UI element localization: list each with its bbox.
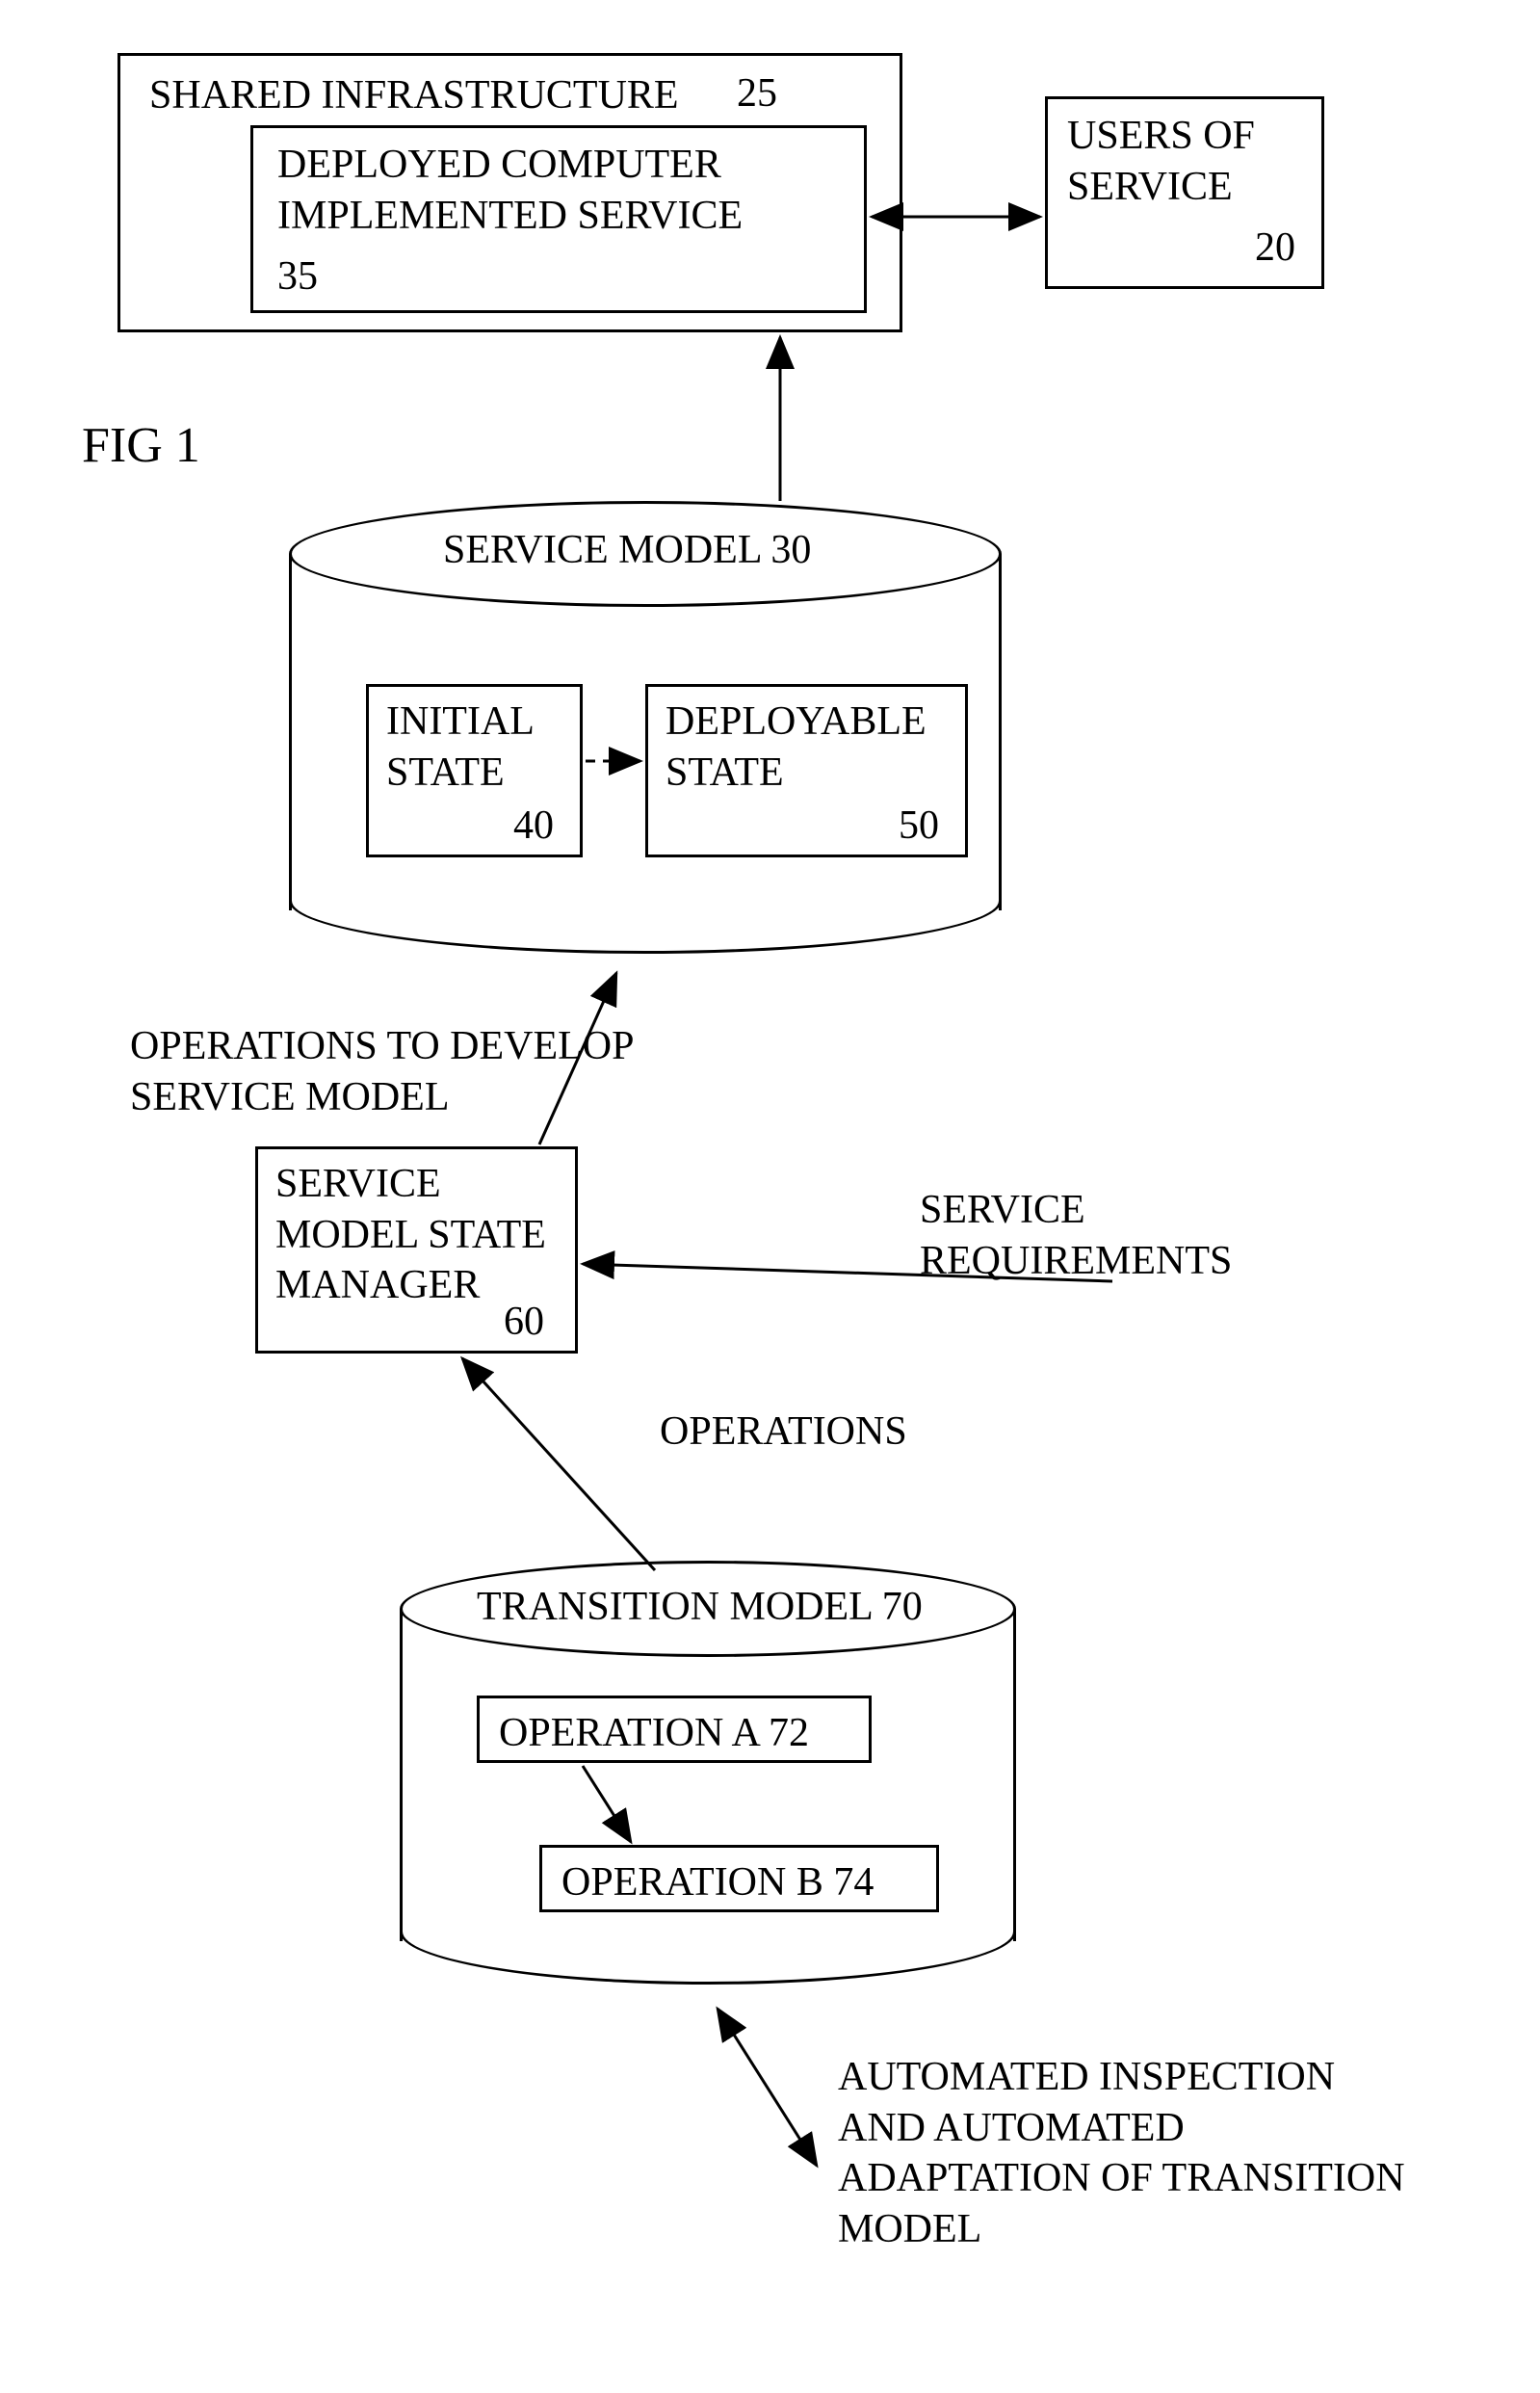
initial-state-label: INITIAL STATE: [386, 697, 569, 798]
operation-a-box: OPERATION A 72: [477, 1696, 872, 1763]
transition-model-cylinder: TRANSITION MODEL 70: [400, 1561, 1016, 1985]
transition-model-label: TRANSITION MODEL 70: [477, 1582, 923, 1633]
cylinder-bottom: [400, 1932, 1016, 1985]
service-reqs-annotation: SERVICE REQUIREMENTS: [920, 1185, 1324, 1286]
service-model-manager-box: SERVICE MODEL STATE MANAGER 60: [255, 1146, 578, 1354]
ops-develop-annotation: OPERATIONS TO DEVELOP SERVICE MODEL: [130, 1021, 708, 1122]
operations-annotation: OPERATIONS: [660, 1407, 907, 1458]
deployable-state-box: DEPLOYABLE STATE 50: [645, 684, 968, 857]
service-model-label: SERVICE MODEL 30: [443, 525, 811, 576]
initial-state-box: INITIAL STATE 40: [366, 684, 583, 857]
deployed-service-ref: 35: [277, 253, 318, 300]
shared-infrastructure-ref: 25: [737, 70, 777, 117]
deployed-service-box: DEPLOYED COMPUTER IMPLEMENTED SERVICE 35: [250, 125, 867, 313]
service-model-manager-label: SERVICE MODEL STATE MANAGER: [275, 1159, 564, 1311]
deployable-state-ref: 50: [899, 802, 939, 849]
deployable-state-label: DEPLOYABLE STATE: [666, 697, 954, 798]
auto-inspect-annotation: AUTOMATED INSPECTION AND AUTOMATED ADAPT…: [838, 2052, 1406, 2254]
figure-label: FIG 1: [82, 414, 200, 477]
service-model-manager-ref: 60: [504, 1299, 544, 1345]
users-box: USERS OF SERVICE 20: [1045, 96, 1324, 289]
edge-transition-autoinspect: [718, 2009, 817, 2166]
operation-b-label: OPERATION B 74: [561, 1857, 874, 1908]
edge-transition-to-mgr: [462, 1358, 655, 1570]
operation-a-label: OPERATION A 72: [499, 1708, 809, 1759]
deployed-service-label: DEPLOYED COMPUTER IMPLEMENTED SERVICE: [277, 140, 846, 241]
shared-infrastructure-label: SHARED INFRASTRUCTURE: [149, 70, 679, 121]
users-ref: 20: [1255, 224, 1295, 271]
operation-b-box: OPERATION B 74: [539, 1845, 939, 1912]
initial-state-ref: 40: [513, 802, 554, 849]
cylinder-bottom: [289, 901, 1002, 954]
users-label: USERS OF SERVICE: [1067, 111, 1308, 212]
